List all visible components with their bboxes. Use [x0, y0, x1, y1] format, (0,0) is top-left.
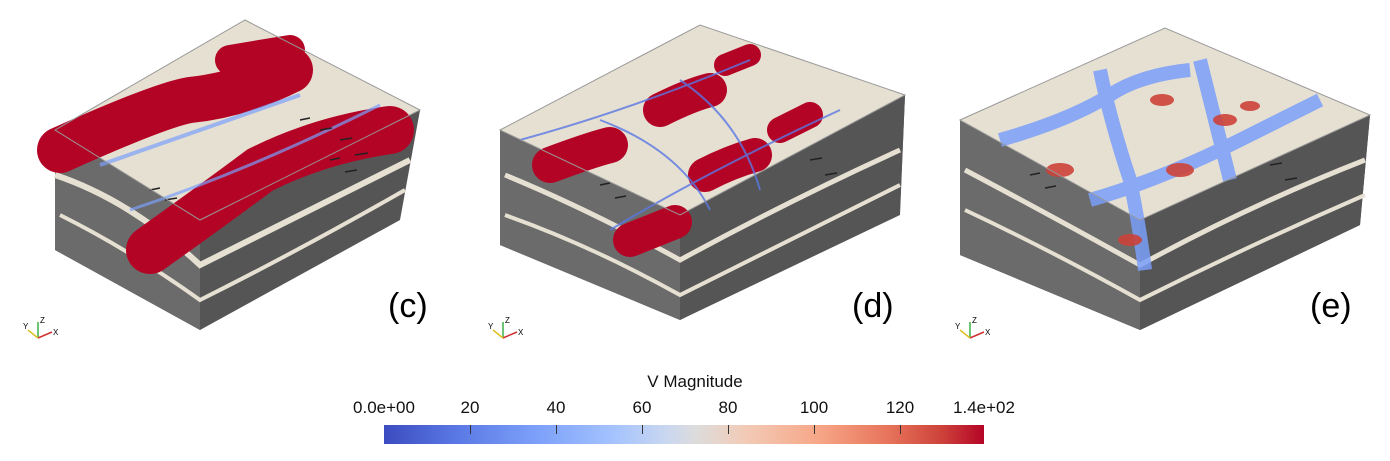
colorbar-tick-mark	[814, 425, 815, 434]
svg-text:Y: Y	[955, 322, 961, 331]
svg-text:Z: Z	[972, 316, 977, 325]
colorbar-tick: 120	[885, 398, 915, 417]
panel-d-render	[498, 24, 907, 320]
svg-text:Y: Y	[23, 322, 29, 331]
panel-e: (e)	[940, 0, 1390, 345]
panel-e-render	[958, 27, 1372, 330]
svg-text:X: X	[985, 328, 991, 337]
colorbar-title: V Magnitude	[647, 372, 743, 391]
svg-text:X: X	[518, 328, 524, 337]
colorbar-tick-mark	[728, 425, 729, 434]
panel-label-c: (c)	[388, 287, 428, 325]
panel-label-d: (d)	[852, 287, 894, 325]
svg-text:Z: Z	[40, 316, 45, 325]
orientation-axes-e: Z Y X	[952, 316, 1002, 353]
svg-text:Y: Y	[488, 322, 494, 331]
colorbar-tick: 40	[546, 398, 566, 417]
svg-text:X: X	[53, 328, 59, 337]
colorbar-tick: 80	[718, 398, 738, 417]
svg-text:Z: Z	[505, 316, 510, 325]
panel-d: (d)	[480, 0, 940, 345]
colorbar-tick-mark	[556, 425, 557, 434]
colorbar-tick: 1.4e+02	[953, 398, 1015, 417]
colorbar-tick-mark	[642, 425, 643, 434]
panel-label-e: (e)	[1310, 287, 1352, 325]
colorbar-tick: 20	[460, 398, 480, 417]
colorbar-gradient	[384, 425, 984, 444]
colorbar-tick-mark	[900, 425, 901, 434]
orientation-axes-c: Z Y X	[20, 316, 70, 353]
colorbar-tick: 100	[799, 398, 829, 417]
panel-c-render	[37, 19, 422, 330]
panel-c: (c)	[0, 0, 460, 345]
colorbar-tick-mark	[470, 425, 471, 434]
colorbar-tick: 0.0e+00	[353, 398, 415, 417]
orientation-axes-d: Z Y X	[485, 316, 535, 353]
colorbar-tick: 60	[632, 398, 652, 417]
